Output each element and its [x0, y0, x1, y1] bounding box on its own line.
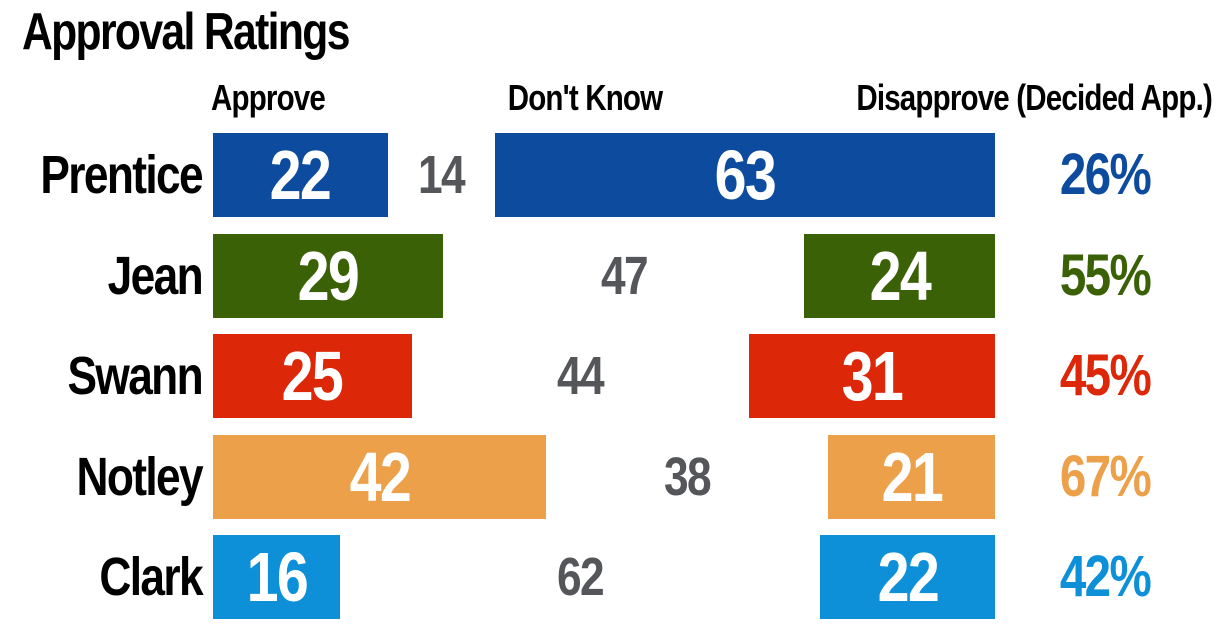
dont-know-value: 44 [557, 346, 605, 406]
column-header-disapprove: Disapprove (Decided App.) [856, 77, 1212, 118]
approve-bar: 29 [213, 233, 444, 318]
disapprove-bar: 21 [828, 434, 995, 519]
disapprove-value: 63 [714, 136, 777, 214]
disapprove-bar: 24 [804, 233, 995, 318]
dont-know-value: 38 [664, 446, 712, 507]
column-header-dont-know: Don't Know [507, 77, 663, 118]
approve-value: 42 [349, 437, 411, 516]
table-row: Prentice 22 63 14 26% [0, 133, 1219, 217]
disapprove-bar: 22 [820, 535, 995, 619]
disapprove-bar: 63 [494, 133, 995, 217]
approve-bar: 16 [213, 535, 341, 619]
approve-bar: 22 [213, 133, 388, 217]
chart-title: Approval Ratings [22, 3, 350, 61]
approve-value: 25 [281, 337, 344, 415]
approve-bar: 42 [213, 434, 547, 519]
table-row: Clark 16 22 62 42% [0, 535, 1219, 619]
dont-know-value: 47 [600, 245, 649, 306]
decided-approval-value: 55% [1059, 242, 1152, 308]
disapprove-value: 24 [869, 236, 931, 315]
decided-approval-value: 67% [1059, 443, 1152, 509]
dont-know-value: 14 [418, 145, 466, 205]
disapprove-value: 31 [841, 337, 904, 415]
decided-approval-value: 45% [1059, 343, 1152, 408]
decided-approval-value: 26% [1059, 142, 1152, 207]
row-label: Swann [67, 346, 203, 406]
row-label: Prentice [40, 145, 203, 205]
disapprove-value: 21 [881, 437, 943, 516]
table-row: Notley 42 21 38 67% [0, 434, 1219, 519]
disapprove-value: 22 [877, 538, 939, 616]
row-label: Jean [107, 245, 204, 306]
row-label: Clark [99, 547, 203, 607]
disapprove-bar: 31 [748, 334, 995, 418]
row-label: Notley [76, 446, 204, 507]
approve-bar: 25 [213, 334, 412, 418]
approve-value: 16 [246, 538, 308, 616]
table-row: Swann 25 31 44 45% [0, 334, 1219, 418]
approve-value: 29 [297, 236, 360, 315]
dont-know-value: 62 [557, 547, 605, 607]
decided-approval-value: 42% [1059, 544, 1152, 609]
table-row: Jean 29 24 47 55% [0, 233, 1219, 318]
approve-value: 22 [270, 136, 332, 214]
column-header-approve: Approve [210, 77, 326, 118]
